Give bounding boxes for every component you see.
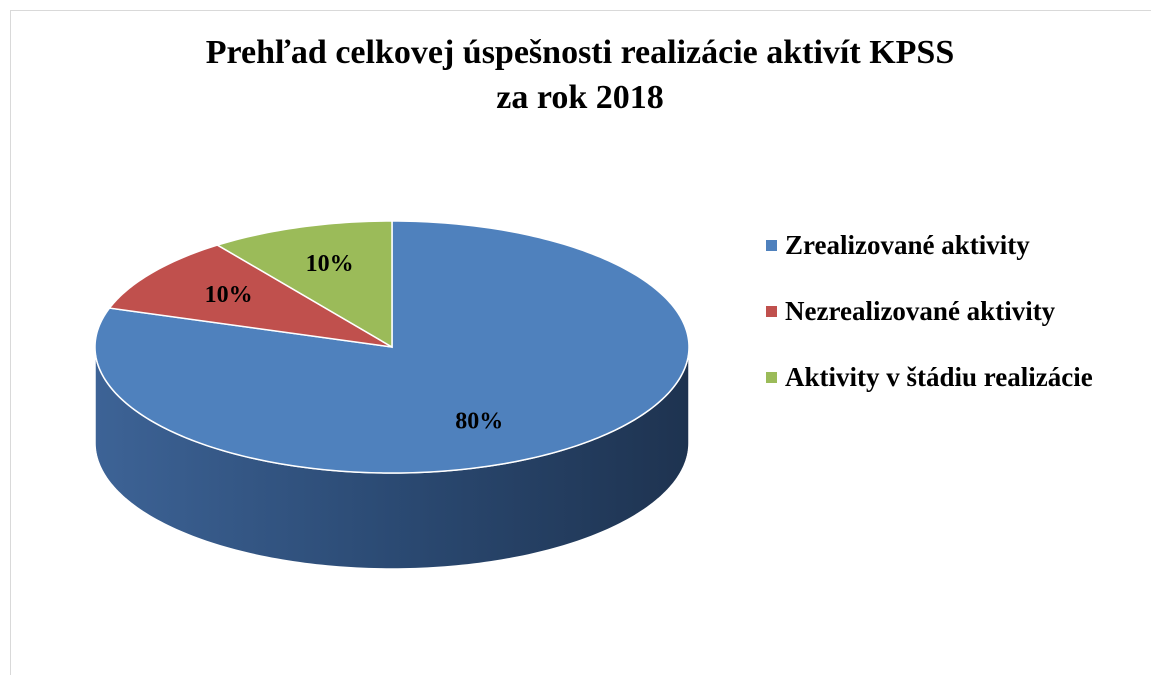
pie-slice [215, 220, 393, 349]
legend-swatch [766, 306, 777, 317]
pie-slice [94, 220, 690, 474]
pie-slice [108, 244, 393, 348]
chart-border [10, 10, 1151, 675]
legend-item: Nezrealizované aktivity [766, 294, 1106, 328]
chart-title: za rok 2018 [496, 79, 663, 116]
legend-item: Zrealizované aktivity [766, 228, 1106, 262]
legend-label: Aktivity v štádiu realizácie [785, 362, 1093, 392]
data-label: 10% [205, 282, 253, 308]
data-label: 10% [306, 251, 354, 277]
legend-swatch [766, 372, 777, 383]
legend-swatch [766, 240, 777, 251]
legend-item: Aktivity v štádiu realizácie [766, 360, 1106, 394]
legend-label: Nezrealizované aktivity [785, 296, 1056, 326]
legend: Zrealizované aktivity Nezrealizované akti… [766, 228, 1106, 426]
chart-title: Prehľad celkovej úspešnosti realizácie a… [206, 34, 954, 71]
legend-label: Zrealizované aktivity [785, 230, 1030, 260]
data-label: 80% [455, 408, 503, 434]
